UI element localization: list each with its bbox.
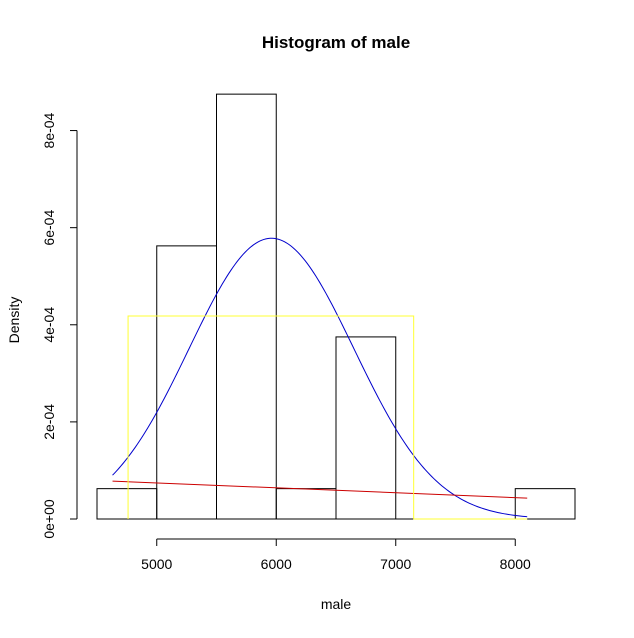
chart-title: Histogram of male [262,33,410,52]
normal-density-curve [112,237,528,518]
exponential-density-line [112,480,528,499]
y-tick-label: 8e-04 [41,112,57,148]
y-tick-label: 2e-04 [41,404,57,440]
histogram-bar [156,245,217,520]
y-tick-label: 4e-04 [41,307,57,343]
y-tick-label: 6e-04 [41,210,57,246]
x-tick-label: 7000 [380,556,411,572]
x-tick-label: 6000 [261,556,292,572]
x-axis-label: male [321,596,352,612]
histogram-bar [96,488,158,520]
histogram-bar [275,488,337,520]
x-axis: 5000 6000 7000 8000 [141,538,531,572]
x-tick-label: 5000 [141,556,172,572]
uniform-density-line [127,315,528,520]
y-axis-label: Density [6,297,22,344]
y-axis: 0e+00 2e-04 4e-04 6e-04 8e-04 [41,112,78,539]
histogram-bar [514,488,576,520]
histogram-bar [216,93,277,520]
y-tick-label: 0e+00 [41,499,57,539]
x-tick-label: 8000 [500,556,531,572]
plot-area [96,93,576,520]
